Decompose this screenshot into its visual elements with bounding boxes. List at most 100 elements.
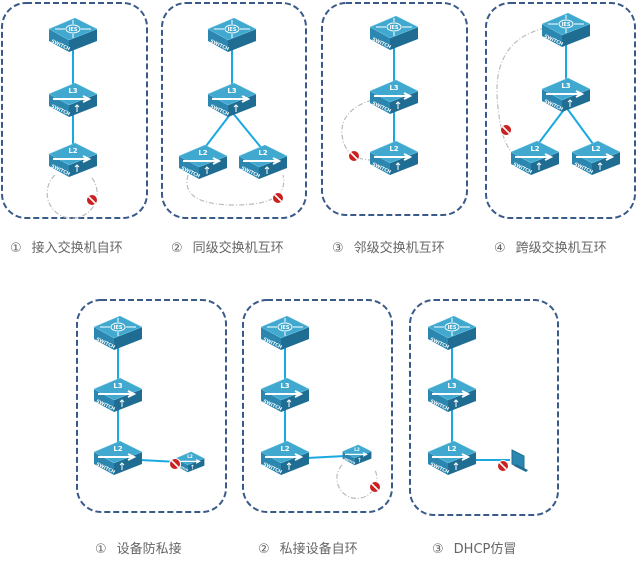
ies-ring [224,24,240,34]
core-label: IES [390,25,399,31]
layer-label: L2 [68,147,77,155]
monitor-icon [511,449,528,472]
forward-arrow [98,453,137,461]
forward-arrow [183,157,222,165]
ies-ring [386,22,402,32]
forward-arrow [265,390,304,398]
up-arrow [204,166,210,174]
switch-right-face [69,29,97,52]
ies-arrows [214,20,250,38]
up-arrow [233,104,239,112]
caption-adjacent-level-loop: ③ 邻级交换机互环 [332,237,445,256]
switch-top-face [427,315,477,339]
up-arrow [74,164,80,172]
panel-frame [485,2,636,219]
switch-left-face [542,24,562,47]
switch-right-face [281,389,309,412]
switch-right-face [562,89,590,112]
switch-left-face [261,327,281,350]
caption-number: ③ [432,542,444,557]
layer-label: L2 [113,445,122,453]
forward-arrow [546,90,585,98]
caption-number: ④ [494,241,506,256]
switch-right-face [228,29,256,52]
panel-frame [242,299,393,513]
switch-right-face [531,152,559,175]
forward-arrow [53,95,92,103]
layer-label: L3 [447,382,456,390]
link-line [202,111,233,151]
forward-arrow [432,390,471,398]
core-label: IES [448,325,457,331]
link-line [231,111,264,151]
layer-label: L2 [280,445,289,453]
caption-text: DHCP仿冒 [453,542,517,557]
caption-private-access: ① 设备防私接 [95,538,182,557]
link-line [565,106,597,149]
switch-left-face [428,327,448,350]
core-label: IES [281,325,290,331]
block-slash [170,459,180,469]
block-icon [500,124,512,136]
layer-label: L2 [389,145,398,153]
ies-arrows [267,318,303,336]
forward-arrow [374,153,413,161]
loop-path [496,27,546,156]
core-label: IES [69,27,78,33]
switch-right-face [592,152,620,175]
switch-left-face [49,29,69,52]
panel-frame [76,299,227,513]
ies-arrows [100,318,136,336]
block-icon [169,458,181,470]
caption-access-self-loop: ① 接入交换机自环 [10,237,123,256]
switch-top-face [541,12,591,36]
up-arrow [190,464,194,470]
caption-text: 同级交换机互环 [192,241,284,256]
loop-path [336,464,378,499]
forward-arrow [432,453,471,461]
up-arrow [119,399,125,407]
switch-left-face [208,29,228,52]
switch-right-face [562,24,590,47]
forward-arrow [177,459,201,464]
up-arrow [567,99,573,107]
up-arrow [395,101,401,109]
layer-label: L2 [591,145,600,153]
switch-right-face [281,452,309,475]
forward-arrow [515,153,554,161]
ies-arrows [376,18,412,36]
core-label: IES [228,27,237,33]
forward-arrow [344,452,368,457]
block-slash [87,195,97,205]
up-arrow [264,166,270,174]
caption-text: 接入交换机自环 [31,241,123,256]
switch-right-face [69,94,97,117]
block-slash [370,482,380,492]
switch-right-face [448,327,476,350]
caption-dhcp-spoofing: ③ DHCP仿冒 [432,538,516,557]
ies-arrows [55,20,91,38]
caption-private-device-loop: ② 私接设备自环 [258,538,358,557]
layer-label: L3 [389,84,398,92]
up-arrow [395,162,401,170]
switch-right-face [114,452,142,475]
layer-label: L2 [530,145,539,153]
forward-arrow [374,92,413,100]
ies-ring [277,322,293,332]
up-arrow [597,162,603,170]
block-icon [369,481,381,493]
ies-ring [558,19,574,29]
switch-right-face [390,152,418,175]
